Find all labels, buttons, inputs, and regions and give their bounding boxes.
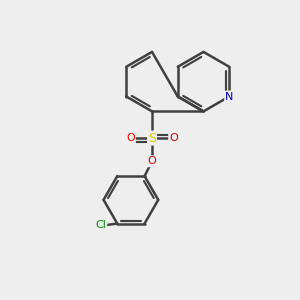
Text: S: S	[148, 132, 156, 145]
Text: O: O	[169, 133, 178, 143]
Text: O: O	[148, 156, 156, 166]
Text: Cl: Cl	[95, 220, 106, 230]
Text: O: O	[126, 133, 135, 143]
Text: N: N	[225, 92, 233, 101]
